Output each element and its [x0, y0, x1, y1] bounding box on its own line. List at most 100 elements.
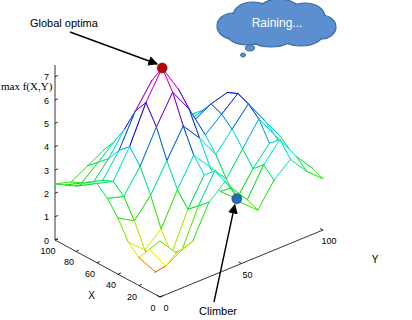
y-tick: [239, 262, 242, 264]
mesh-edge: [226, 149, 242, 179]
mesh-edge: [225, 182, 241, 203]
mesh-edge: [215, 171, 226, 181]
mesh-edge: [156, 92, 172, 127]
mesh-edge: [118, 218, 134, 221]
mesh-edge: [313, 168, 324, 178]
mesh-edge: [247, 200, 257, 210]
mesh-cell: [108, 196, 135, 220]
y-tick-label: 100: [321, 236, 336, 246]
x-tick: [118, 273, 121, 274]
surface: [55, 68, 323, 272]
mesh-edge: [113, 181, 124, 196]
mesh-edge: [195, 104, 211, 120]
z-tick-label: 5: [44, 119, 49, 129]
mesh-edge: [166, 253, 177, 266]
x-tick: [55, 239, 58, 240]
point-label: Climber: [199, 305, 237, 317]
mesh-edge: [108, 199, 119, 219]
z-tick-label: 1: [44, 212, 49, 222]
x-tick-label: 60: [85, 269, 95, 279]
arrow: [214, 205, 235, 302]
z-tick-label: 2: [44, 189, 49, 199]
mesh-edge: [151, 195, 162, 229]
mesh-cell: [247, 165, 274, 210]
mesh-edge: [248, 104, 259, 119]
z-tick: [55, 99, 58, 100]
mesh-edge: [238, 94, 249, 104]
x-axis-title: X: [88, 290, 95, 301]
z-tick-label: 3: [44, 166, 49, 176]
mesh-edge: [259, 119, 270, 143]
mesh-cell: [198, 171, 225, 206]
mesh-edge: [155, 266, 166, 272]
point-label: Global optima: [30, 17, 99, 29]
mesh-edge: [198, 171, 214, 206]
mesh-edge: [227, 93, 238, 94]
mesh-edge: [150, 249, 166, 266]
mesh-edge: [97, 183, 108, 198]
mesh-cell: [296, 156, 323, 178]
y-tick: [320, 228, 323, 230]
mesh-edge: [146, 103, 157, 127]
z-tick-label: 4: [44, 142, 49, 152]
points: [157, 63, 242, 204]
mesh-edge: [55, 182, 71, 184]
mesh-edge: [211, 93, 227, 104]
mesh-edge: [167, 161, 178, 190]
mesh-edge: [156, 127, 167, 161]
z-tick: [55, 145, 58, 146]
mesh-face: [296, 156, 323, 178]
z-tick-label: 6: [44, 96, 49, 106]
mesh-edge: [209, 182, 225, 203]
x-tick-label: 0: [150, 303, 155, 313]
mesh-edge: [118, 218, 129, 242]
mesh-edge: [307, 171, 323, 178]
mesh-edge: [247, 165, 263, 200]
mesh-edge: [108, 196, 124, 198]
page: {"chart_data": { "type": "surface", "x_l…: [0, 0, 412, 320]
mesh-edge: [113, 147, 129, 182]
y-tick-label: 50: [242, 270, 252, 280]
mesh-edge: [150, 241, 161, 249]
x-tick: [139, 284, 142, 285]
z-tick: [55, 215, 58, 216]
chart: 02040608010005010001234567XYmax f(X,Y)Gl…: [0, 0, 412, 320]
mesh-edge: [264, 165, 275, 180]
y-axis-title: Y: [372, 254, 379, 265]
point: [232, 194, 242, 204]
axes: 02040608010005010001234567: [40, 65, 336, 313]
z-tick: [55, 239, 58, 240]
mesh-face: [247, 165, 274, 210]
mesh-edge: [134, 195, 150, 220]
cloud-bubble: [246, 45, 255, 51]
mesh-edge: [222, 94, 238, 115]
x-tick: [160, 296, 163, 297]
mesh-edge: [160, 241, 176, 253]
mesh-edge: [167, 126, 183, 161]
mesh-edge: [274, 159, 290, 180]
mesh-face: [97, 181, 124, 198]
mesh-edge: [173, 92, 184, 126]
mesh-edge: [264, 140, 280, 165]
mesh-edge: [221, 188, 232, 192]
mesh-edge: [211, 104, 222, 114]
mesh-edge: [176, 242, 192, 253]
mesh-edge: [183, 126, 194, 155]
x-tick-label: 80: [64, 257, 74, 267]
mesh-edge: [296, 156, 307, 171]
mesh-face: [198, 171, 225, 206]
mesh-edge: [231, 188, 242, 203]
x-tick: [76, 250, 79, 251]
mesh-edge: [151, 161, 167, 196]
mesh-edge: [177, 190, 188, 210]
annotations: Global optima Climber: [30, 17, 237, 317]
cloud-text: Raining...: [252, 16, 303, 30]
mesh-edge: [140, 127, 156, 166]
x-tick-label: 40: [106, 280, 116, 290]
z-tick: [55, 192, 58, 193]
mesh-edge: [231, 188, 242, 203]
mesh-edge: [216, 129, 232, 154]
mesh-edge: [243, 149, 254, 169]
z-tick-label: 0: [44, 236, 49, 246]
cloud: Raining...: [217, 0, 336, 57]
